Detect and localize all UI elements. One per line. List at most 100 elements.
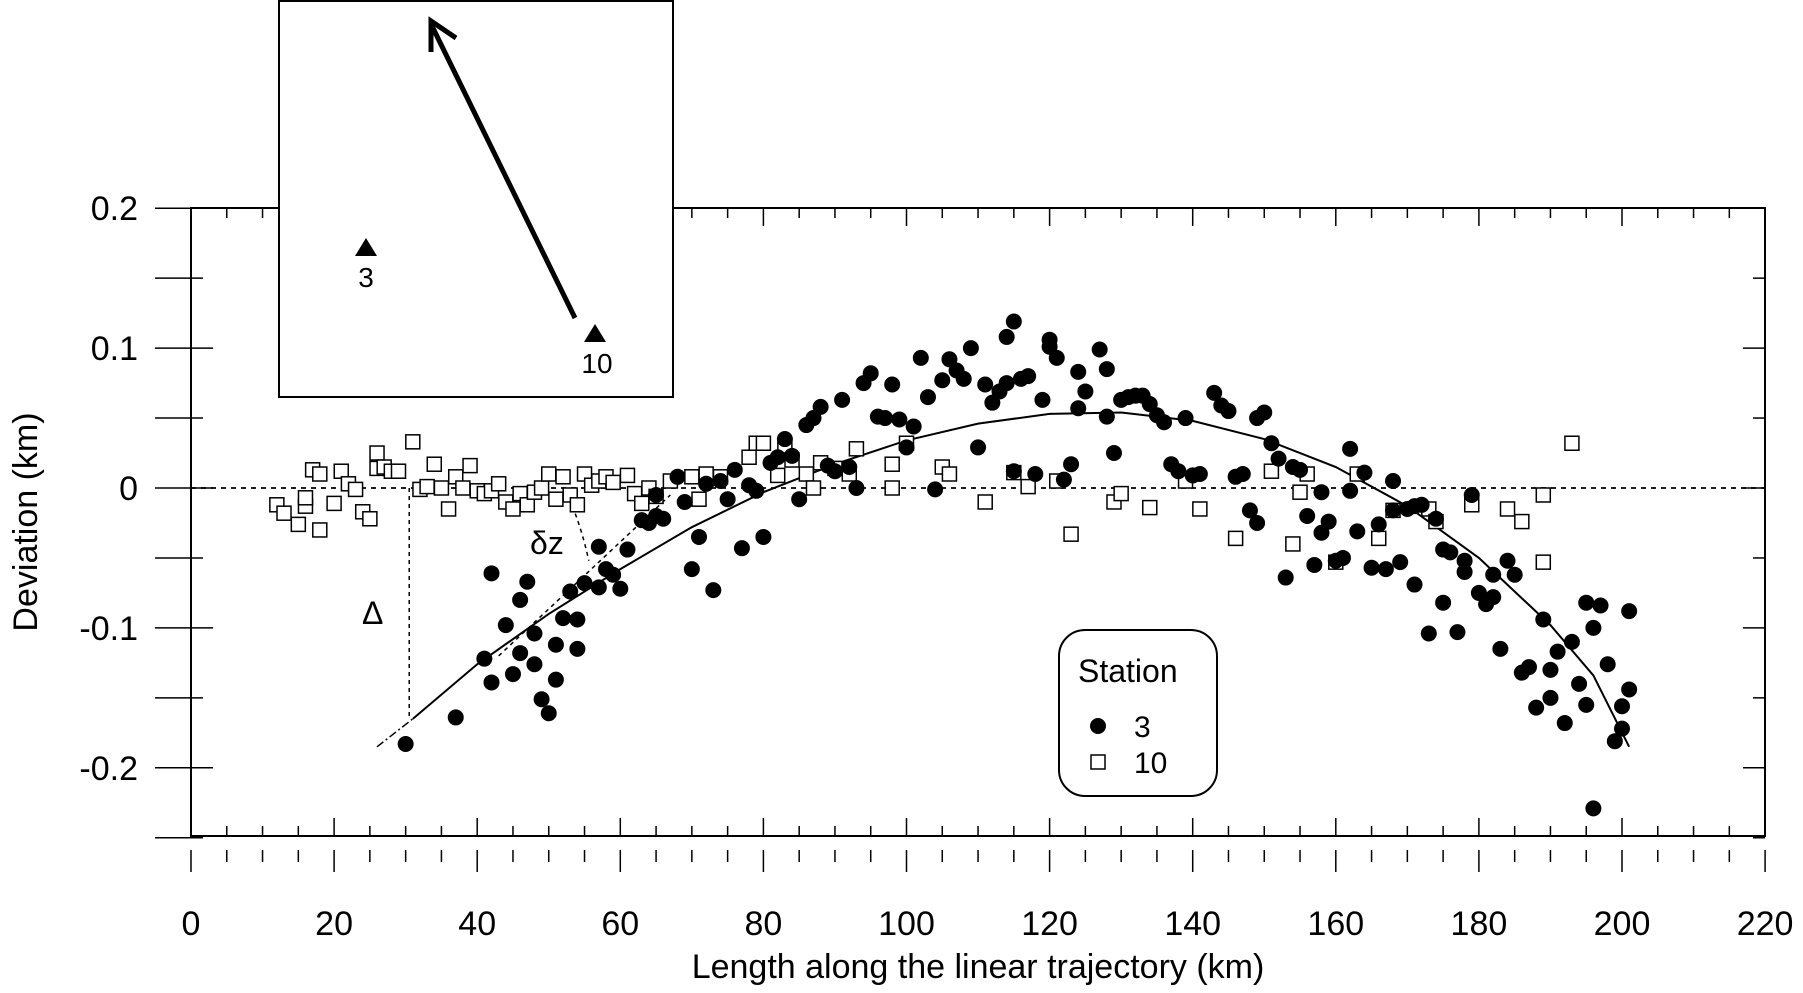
data-point-station-3 <box>1542 661 1559 678</box>
y-tick-label: 0.1 <box>91 330 138 368</box>
data-point-station-3 <box>1485 589 1502 606</box>
data-point-station-3 <box>877 410 894 427</box>
data-point-station-3 <box>1542 689 1559 706</box>
data-point-station-10 <box>1370 530 1387 547</box>
inset-frame <box>278 0 674 398</box>
y-tick-label: -0.2 <box>79 750 138 788</box>
data-point-station-3 <box>1406 576 1423 593</box>
trajectory-arrow-shaft <box>428 22 578 320</box>
data-point-station-3 <box>1370 516 1387 533</box>
data-point-station-10 <box>848 441 865 457</box>
data-point-station-3 <box>1549 643 1566 660</box>
data-point-station-3 <box>791 491 808 508</box>
data-point-station-10 <box>426 456 443 472</box>
data-point-station-10 <box>1535 554 1552 570</box>
data-point-station-3 <box>841 459 858 476</box>
data-point-station-3 <box>698 475 715 492</box>
data-point-station-3 <box>1234 466 1251 483</box>
data-point-station-3 <box>1442 544 1459 561</box>
data-point-station-3 <box>1456 552 1473 569</box>
data-point-station-3 <box>1427 510 1444 527</box>
data-point-station-3 <box>733 540 750 557</box>
data-point-station-3 <box>526 625 543 642</box>
data-point-station-10 <box>634 495 650 512</box>
data-point-station-3 <box>1342 482 1359 499</box>
data-point-station-3 <box>1614 720 1630 737</box>
data-point-station-3 <box>1098 408 1115 425</box>
data-point-station-10 <box>433 480 450 496</box>
data-point-station-10 <box>1514 513 1530 530</box>
data-point-station-3 <box>1599 656 1616 673</box>
data-point-station-3 <box>1356 464 1373 481</box>
data-point-station-3 <box>1034 391 1051 408</box>
data-point-station-3 <box>1606 733 1623 750</box>
data-point-station-3 <box>1206 384 1223 401</box>
data-point-station-10 <box>297 490 314 506</box>
data-point-station-10 <box>741 449 757 465</box>
delta-z-label: δz <box>530 525 564 561</box>
data-point-station-3 <box>1299 507 1316 524</box>
data-point-station-10 <box>884 456 900 472</box>
data-point-station-3 <box>1048 349 1065 366</box>
data-point-station-3 <box>1091 341 1108 358</box>
data-point-station-3 <box>1621 681 1638 698</box>
x-tick-label: 220 <box>1737 905 1794 943</box>
data-point-station-10 <box>769 467 786 484</box>
data-point-station-3 <box>1592 597 1609 614</box>
data-point-station-10 <box>605 474 621 491</box>
data-point-station-3 <box>898 439 915 456</box>
data-point-station-3 <box>912 349 929 366</box>
data-point-station-10 <box>1499 501 1516 517</box>
data-point-station-10 <box>276 505 292 521</box>
data-point-station-10 <box>490 476 507 492</box>
station-10-triangle-icon <box>584 324 606 342</box>
x-tick-label: 40 <box>458 905 496 943</box>
data-point-station-10 <box>977 494 993 510</box>
data-point-station-3 <box>1177 410 1194 427</box>
data-point-station-3 <box>934 372 951 389</box>
x-tick-label: 100 <box>878 905 935 943</box>
data-point-station-3 <box>533 691 550 708</box>
data-point-station-10 <box>462 457 478 474</box>
data-point-station-3 <box>1055 471 1072 488</box>
data-point-station-3 <box>769 449 786 466</box>
y-tick-label: 0.2 <box>91 190 138 228</box>
data-point-station-10 <box>455 480 471 496</box>
data-point-station-10 <box>1142 499 1158 516</box>
data-point-station-10 <box>312 522 328 538</box>
data-point-station-3 <box>1377 561 1394 578</box>
data-point-station-3 <box>1156 414 1173 431</box>
fit-curve <box>376 411 1631 748</box>
y-tick-label: 0 <box>119 470 138 508</box>
data-point-station-10 <box>326 495 342 512</box>
data-point-station-3 <box>1563 633 1580 650</box>
data-point-station-3 <box>655 510 672 527</box>
data-point-station-3 <box>497 617 514 634</box>
data-point-station-3 <box>1349 523 1366 540</box>
data-point-station-3 <box>1520 659 1537 676</box>
data-point-station-3 <box>1005 313 1022 330</box>
legend-title: Station <box>1078 653 1178 689</box>
data-point-station-10 <box>884 480 900 496</box>
data-point-station-3 <box>927 481 944 498</box>
legend-marker-station-10 <box>1090 754 1106 770</box>
x-tick-label: 60 <box>601 905 639 943</box>
x-tick-label: 120 <box>1021 905 1078 943</box>
y-tick-label: -0.1 <box>79 610 138 648</box>
data-point-station-3 <box>1098 361 1115 378</box>
data-point-station-3 <box>1077 383 1094 400</box>
data-point-station-10 <box>505 501 521 517</box>
data-point-station-3 <box>1041 331 1058 348</box>
data-point-station-3 <box>1506 566 1523 583</box>
data-point-station-3 <box>1413 496 1430 513</box>
legend-label-station-3: 3 <box>1134 711 1151 744</box>
data-point-station-3 <box>590 538 607 555</box>
data-point-station-10 <box>533 480 550 496</box>
data-point-station-3 <box>1256 404 1273 421</box>
data-point-station-3 <box>755 528 772 545</box>
data-point-station-3 <box>726 461 743 478</box>
data-point-station-10 <box>1564 435 1580 451</box>
data-point-station-3 <box>919 389 936 406</box>
data-point-station-3 <box>1334 549 1351 566</box>
data-point-station-3 <box>612 580 629 597</box>
